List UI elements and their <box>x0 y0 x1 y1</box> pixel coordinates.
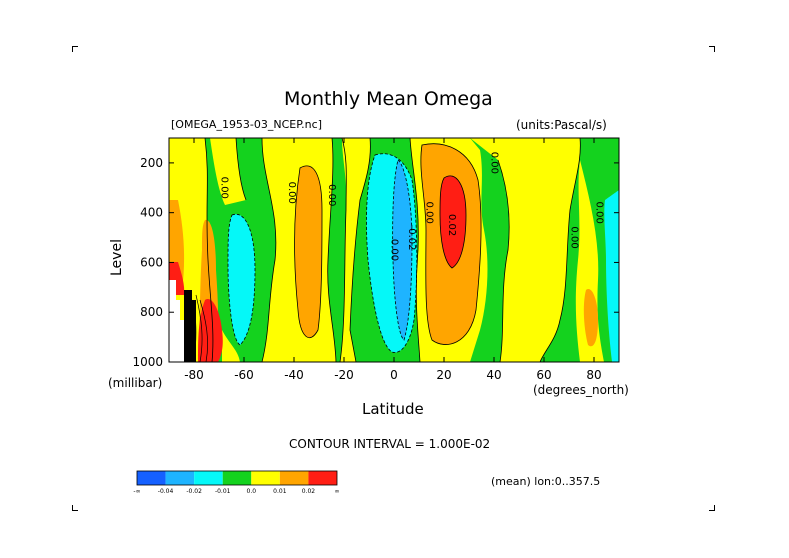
x-tick-label: -40 <box>284 368 304 382</box>
y-tick-label: 1000 <box>132 355 163 369</box>
colorbar-label: -0.01 <box>215 488 231 495</box>
colorbar-swatch <box>279 471 309 485</box>
colorbar-label: 0.0 <box>247 488 257 495</box>
x-tick-label: 20 <box>436 368 451 382</box>
contour-label: 0.00 <box>326 184 337 206</box>
colorbar-swatch <box>251 471 280 485</box>
corner-mark-top-left <box>72 46 78 52</box>
y-axis: 200 400 600 800 1000 <box>132 156 619 369</box>
corner-mark-bottom-left <box>72 505 78 511</box>
contour-label: 0.00 <box>424 202 435 224</box>
chart-title: Monthly Mean Omega <box>284 88 493 110</box>
colorbar: -∞ -0.04 -0.02 -0.01 0.0 0.01 0.02 ∞ <box>133 470 340 495</box>
colorbar-swatch <box>137 471 166 485</box>
x-tick-label: -60 <box>234 368 254 382</box>
colorbar-frame <box>136 470 338 486</box>
contour-label: -0.02 <box>406 225 417 251</box>
colorbar-swatch <box>222 471 252 485</box>
contour-label: 0.00 <box>219 177 230 199</box>
contour-label: 0.00 <box>489 152 500 174</box>
contour-labels: 0.00 0.00 0.00 0.00 -0.02 0.00 0.02 0.00 0.00 0.0… <box>219 152 605 261</box>
colorbar-label: -0.02 <box>186 488 202 495</box>
colorbar-label: -0.04 <box>158 488 174 495</box>
x-tick-label: 60 <box>536 368 551 382</box>
colorbar-label: ∞ <box>335 488 340 495</box>
units-label: (units:Pascal/s) <box>516 118 607 132</box>
contour-label: 0.00 <box>389 239 400 261</box>
colorbar-swatch <box>165 471 195 485</box>
averaging-label: (mean) lon:0..357.5 <box>491 475 601 488</box>
dataset-label: [OMEGA_1953-03_NCEP.nc] <box>171 118 322 131</box>
x-tick-label: 0 <box>390 368 398 382</box>
colorbar-swatch <box>194 471 223 485</box>
y-tick-label: 200 <box>140 156 163 170</box>
contour-lines <box>204 138 581 362</box>
colorbar-swatch <box>308 471 337 485</box>
y-axis-units: (millibar) <box>108 376 163 390</box>
corner-mark-top-right <box>709 46 715 52</box>
contour-label: 0.00 <box>286 182 297 204</box>
corner-mark-bottom-right <box>709 505 715 511</box>
y-tick-label: 800 <box>140 305 163 319</box>
x-axis-units: (degrees_north) <box>533 383 629 397</box>
x-tick-label: 80 <box>586 368 601 382</box>
y-tick-label: 400 <box>140 206 163 220</box>
x-axis: -80 -60 -40 -20 0 20 40 60 80 <box>184 138 602 382</box>
x-tick-label: -80 <box>184 368 204 382</box>
contour-label: 0.02 <box>446 214 457 236</box>
x-tick-label: 40 <box>486 368 501 382</box>
x-tick-label: -20 <box>334 368 354 382</box>
contour-label: 0.00 <box>569 226 580 248</box>
x-axis-label: Latitude <box>362 400 424 418</box>
contour-label: 0.00 <box>594 202 605 224</box>
colorbar-label: 0.01 <box>273 488 287 495</box>
contour-interval-label: CONTOUR INTERVAL = 1.000E-02 <box>289 437 491 451</box>
contour-fill <box>169 138 619 362</box>
colorbar-label: 0.02 <box>302 488 316 495</box>
y-tick-label: 600 <box>140 255 163 269</box>
colorbar-label: -∞ <box>133 488 140 495</box>
